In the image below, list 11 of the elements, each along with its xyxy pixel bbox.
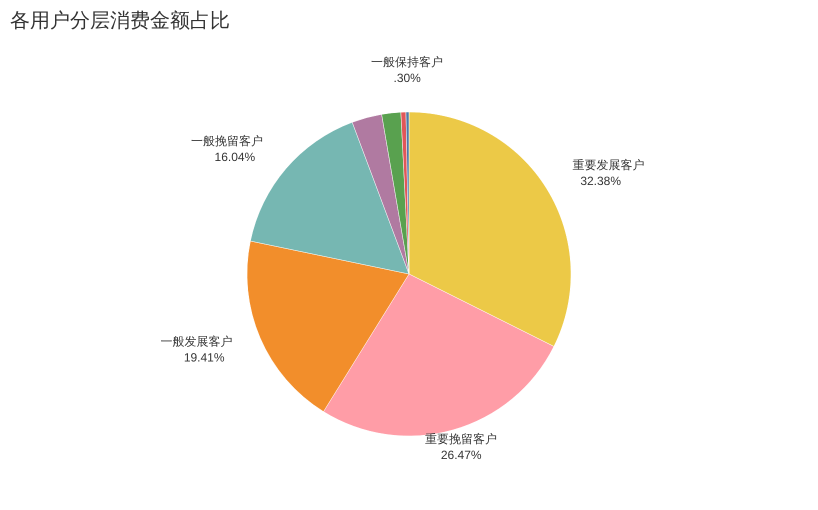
slice-label: 重要挽留客户: [425, 432, 498, 446]
slice-label: 重要发展客户: [572, 158, 644, 172]
data-label: .30%: [394, 71, 422, 86]
slice-label: 一般发展客户: [160, 334, 233, 349]
chart-title: 各用户分层消费金额占比: [10, 10, 230, 32]
data-label: 19.41%: [184, 350, 225, 365]
data-label: 32.38%: [580, 174, 622, 188]
slice-label: 一般挽留客户: [191, 134, 264, 148]
data-label: 26.47%: [440, 448, 482, 462]
data-label: 16.04%: [214, 150, 256, 164]
slice-label: 一般保持客户: [371, 55, 444, 70]
